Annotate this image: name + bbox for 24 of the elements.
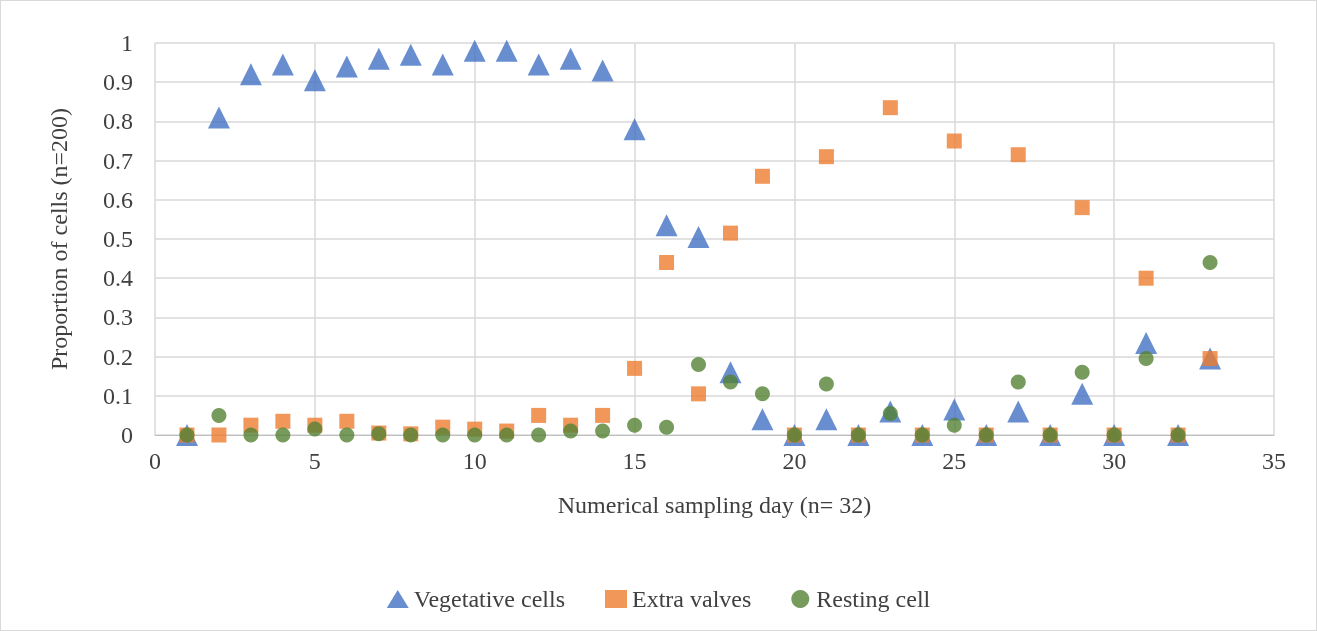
legend-label: Vegetative cells: [413, 586, 565, 612]
x-tick-label: 15: [622, 448, 647, 474]
legend-label: Resting cell: [816, 586, 931, 612]
x-tick-label: 30: [1102, 448, 1127, 474]
y-tick-label: 0: [121, 422, 133, 448]
y-tick-label: 0.2: [103, 343, 133, 370]
y-tick-label: 0.3: [103, 304, 133, 331]
x-tick-label: 0: [149, 448, 161, 474]
y-tick-label: 0.6: [103, 186, 133, 213]
legend-label: Extra valves: [632, 586, 752, 612]
x-tick-label: 35: [1262, 448, 1286, 474]
y-tick-label: 0.1: [103, 382, 133, 409]
x-tick-label: 5: [308, 448, 321, 474]
y-tick-label: 0.7: [103, 147, 133, 174]
y-tick-label: 1: [121, 30, 133, 56]
y-tick-label: 0.9: [103, 69, 133, 96]
y-tick-label: 0.8: [103, 108, 133, 135]
y-tick-label: 0.5: [103, 226, 133, 252]
x-tick-label: 10: [462, 448, 487, 474]
y-axis-title: Proportion of cells (n=200): [46, 107, 72, 371]
x-tick-label: 20: [782, 448, 807, 474]
x-axis-title: Numerical sampling day (n= 32): [557, 492, 872, 518]
x-tick-label: 25: [942, 448, 967, 474]
y-tick-label: 0.4: [103, 265, 133, 292]
